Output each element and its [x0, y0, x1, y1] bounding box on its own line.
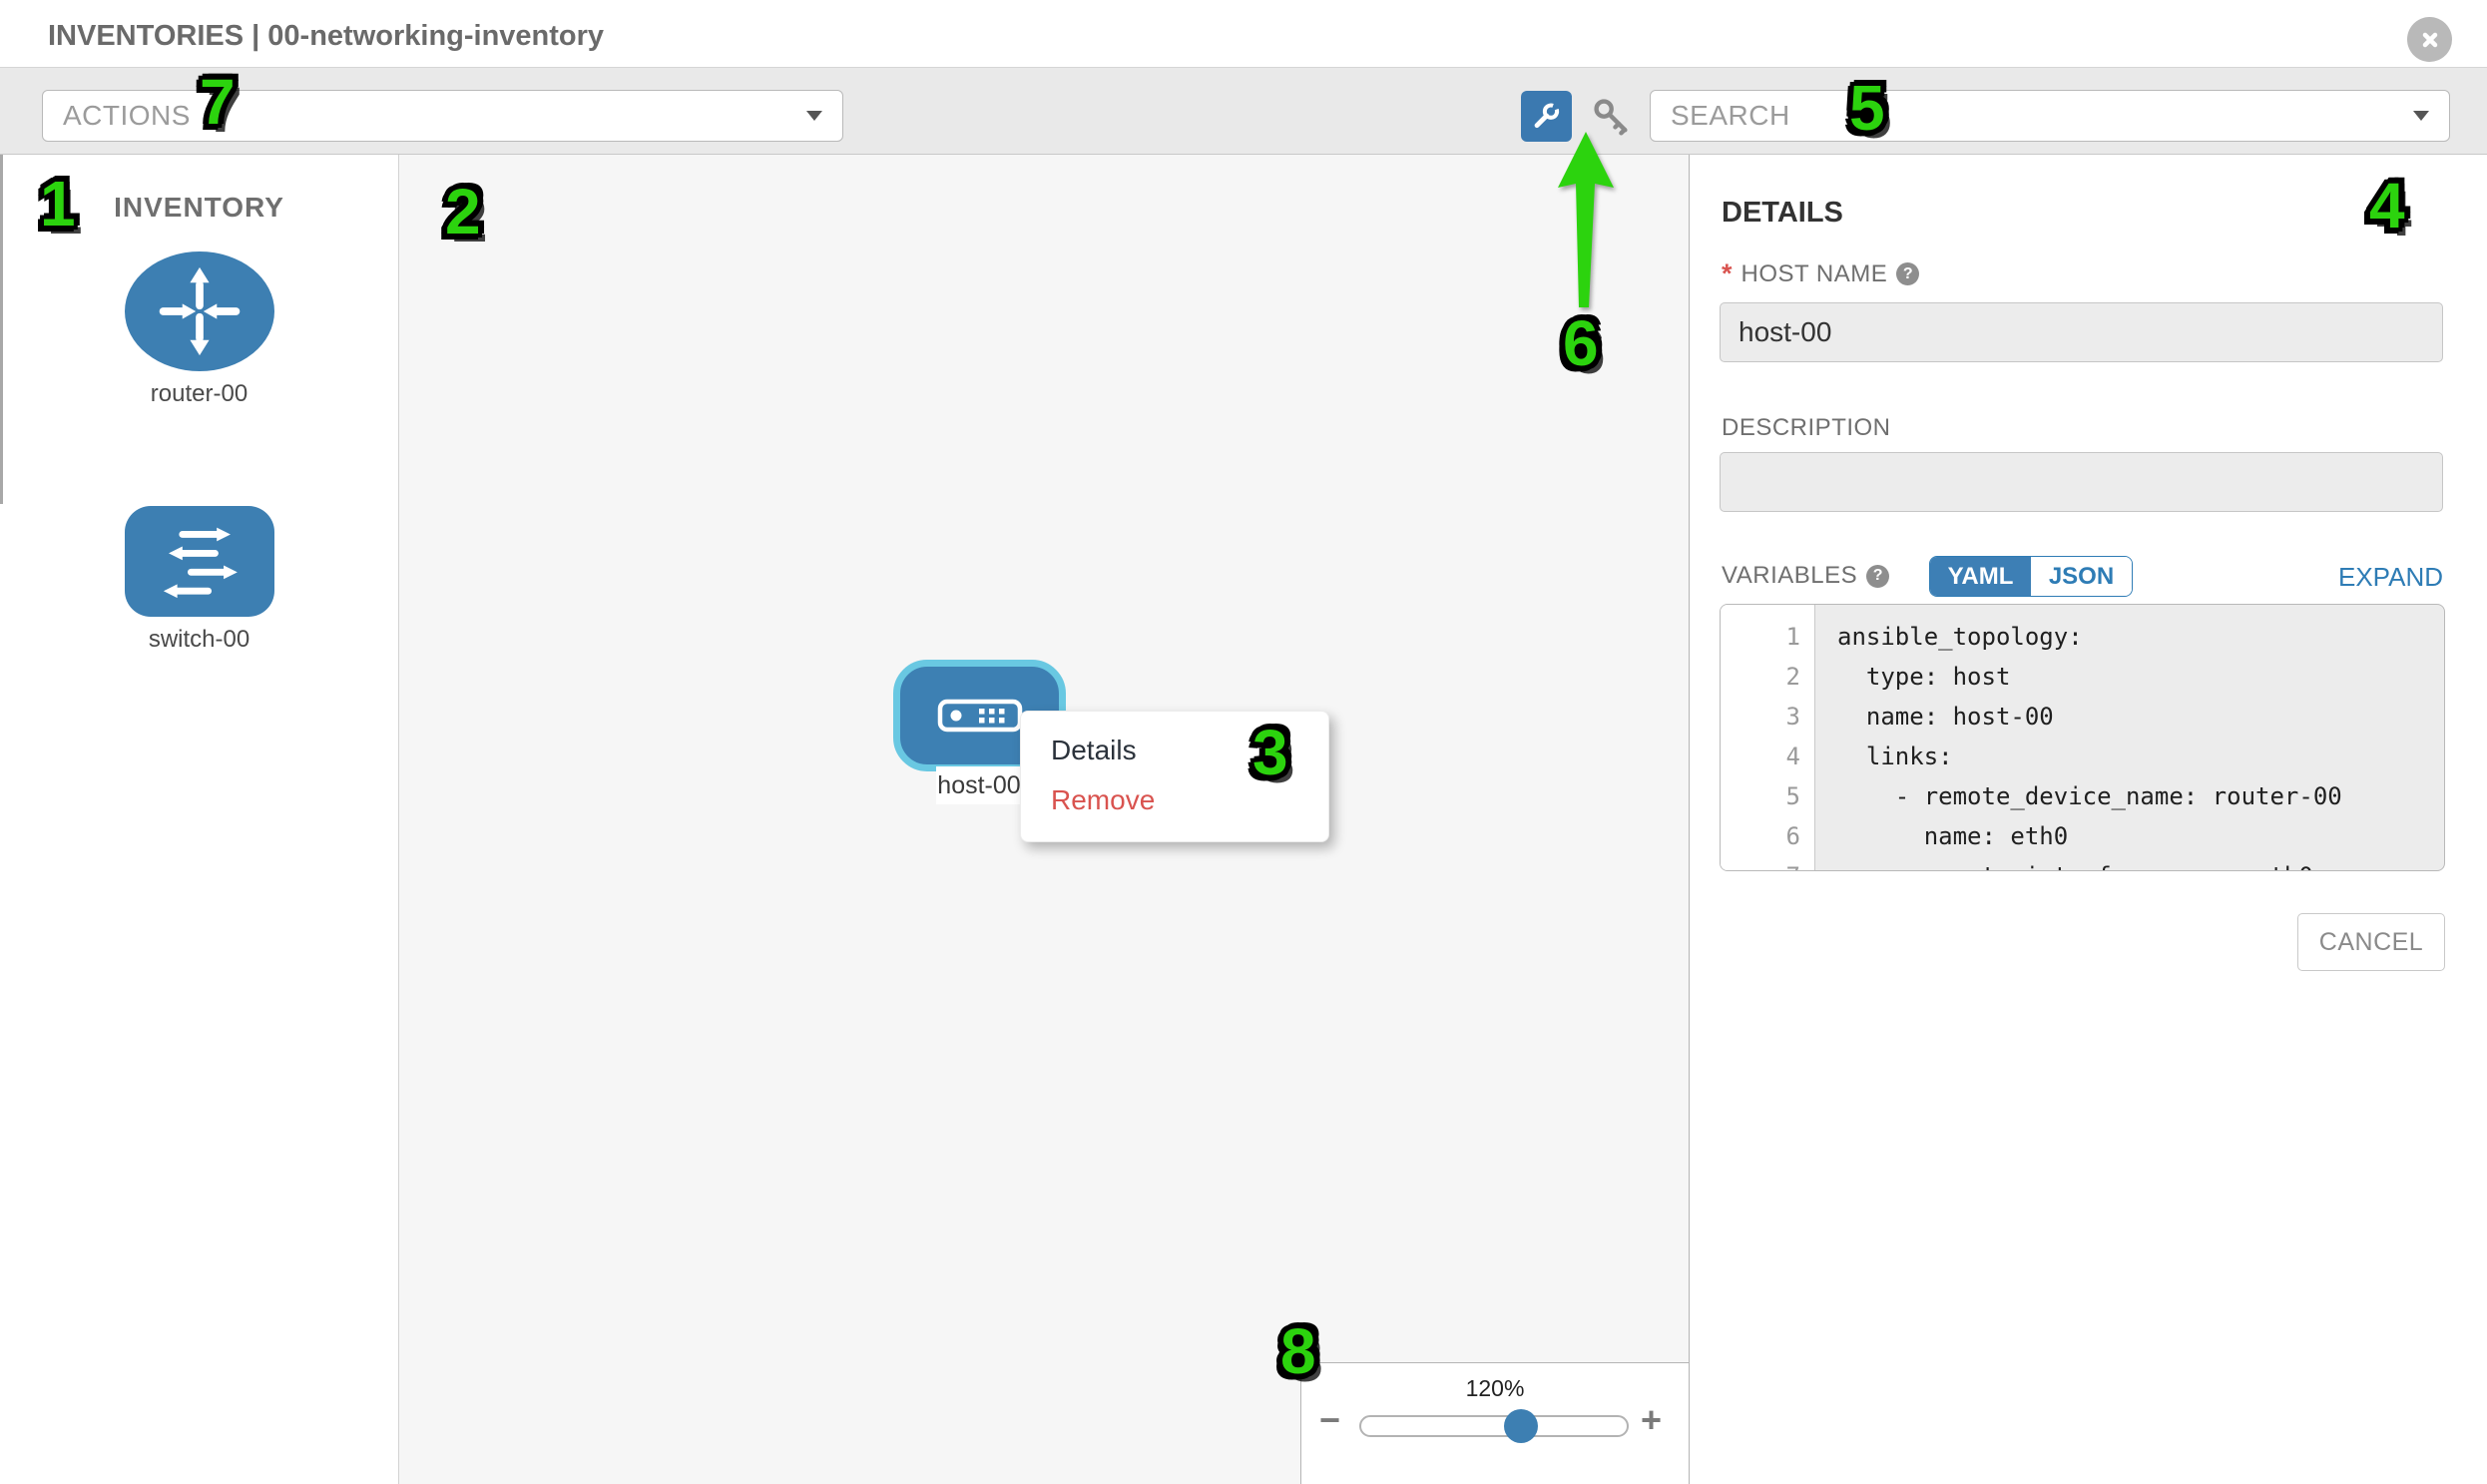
- palette-item-label: switch-00: [148, 626, 250, 653]
- annotation-number-1: 1: [40, 168, 76, 240]
- context-menu-details[interactable]: Details: [1051, 735, 1137, 765]
- host-icon: [937, 699, 1022, 733]
- toolbar: ACTIONS SEARCH: [0, 68, 2487, 155]
- editor-line-number: 1: [1721, 617, 1815, 657]
- key-icon: [1594, 99, 1628, 136]
- header-bar: INVENTORIES | 00-networking-inventory: [0, 0, 2487, 68]
- variables-label-row: VARIABLES ?: [1722, 562, 1890, 590]
- context-menu-remove[interactable]: Remove: [1051, 784, 1156, 815]
- expand-link[interactable]: EXPAND: [2338, 562, 2443, 592]
- editor-line: 6 name: eth0: [1721, 816, 2444, 856]
- editor-line: 4 links:: [1721, 737, 2444, 776]
- annotation-number-8: 8: [1280, 1315, 1316, 1387]
- editor-lines: 1 ansible_topology: 2 type: host 3 name: ho…: [1721, 617, 2444, 870]
- node-context-menu: Details Remove: [1020, 711, 1329, 842]
- editor-line: 1 ansible_topology:: [1721, 617, 2444, 657]
- annotation-number-5: 5: [1849, 72, 1885, 144]
- sidebar-title: INVENTORY: [114, 192, 284, 223]
- editor-line: 7 remote_interface_name: eth0: [1721, 856, 2444, 870]
- actions-dropdown[interactable]: ACTIONS: [42, 90, 843, 142]
- wrench-icon: [1534, 103, 1559, 128]
- zoom-slider-track[interactable]: [1359, 1409, 1629, 1443]
- palette-item-label: router-00: [150, 380, 249, 407]
- palette-item-router[interactable]: [125, 251, 274, 371]
- router-icon: [159, 266, 241, 356]
- annotation-number-6: 6: [1563, 307, 1599, 379]
- inventory-sidebar: INVENTORY router-00: [0, 155, 399, 1484]
- annotation-arrow: [1558, 132, 1614, 307]
- editor-line-text: links:: [1837, 742, 1953, 770]
- editor-line-text: name: host-00: [1837, 703, 2054, 731]
- editor-line-number: 6: [1721, 816, 1815, 856]
- editor-line-text: - remote_device_name: router-00: [1837, 782, 2342, 810]
- zoom-in-button[interactable]: +: [1641, 1399, 1663, 1440]
- json-toggle-button[interactable]: JSON: [2031, 557, 2132, 596]
- details-panel: DETAILS * HOST NAME ? host-00 DESCRIPTIO…: [1690, 155, 2487, 1484]
- annotation-number-3: 3: [1252, 717, 1288, 788]
- close-icon: [2422, 32, 2437, 47]
- page-title: INVENTORIES | 00-networking-inventory: [48, 20, 605, 52]
- zoom-out-button[interactable]: −: [1319, 1399, 1341, 1440]
- host-name-input[interactable]: host-00: [1720, 302, 2443, 362]
- zoom-control: 120% − +: [1300, 1362, 1689, 1484]
- editor-line: 2 type: host: [1721, 657, 2444, 697]
- variables-label: VARIABLES: [1722, 562, 1858, 589]
- editor-line: 3 name: host-00: [1721, 697, 2444, 737]
- tools-button[interactable]: [1521, 91, 1572, 142]
- chevron-down-icon: [806, 111, 822, 121]
- description-label-row: DESCRIPTION: [1722, 414, 1891, 442]
- description-input[interactable]: [1720, 452, 2443, 512]
- description-label: DESCRIPTION: [1722, 414, 1891, 441]
- editor-line-number: 5: [1721, 776, 1815, 816]
- editor-line-text: name: eth0: [1837, 822, 2069, 850]
- annotation-number-7: 7: [200, 66, 236, 138]
- cancel-button[interactable]: CANCEL: [2297, 913, 2445, 971]
- topology-canvas[interactable]: host-00 Details Remove 120% − +: [399, 155, 1690, 1484]
- host-name-label: HOST NAME: [1741, 259, 1888, 287]
- switch-icon: [163, 527, 238, 598]
- actions-dropdown-label: ACTIONS: [63, 100, 191, 131]
- details-title: DETAILS: [1722, 197, 1843, 229]
- annotation-number-2: 2: [445, 176, 481, 247]
- credentials-button[interactable]: [1587, 92, 1637, 142]
- annotation-number-4: 4: [2369, 170, 2405, 242]
- chevron-down-icon: [2413, 111, 2429, 121]
- zoom-level-readout: 120%: [1465, 1375, 1525, 1401]
- editor-line-number: 7: [1721, 856, 1815, 870]
- zoom-slider-thumb[interactable]: [1504, 1409, 1538, 1443]
- palette-item-switch[interactable]: [125, 506, 274, 617]
- editor-line-number: 3: [1721, 697, 1815, 737]
- search-dropdown[interactable]: SEARCH: [1650, 90, 2450, 142]
- help-icon[interactable]: ?: [1896, 262, 1920, 285]
- sidebar-scrollbar[interactable]: [0, 155, 3, 504]
- search-placeholder: SEARCH: [1671, 100, 1790, 131]
- editor-line-text: ansible_topology:: [1837, 623, 2083, 651]
- required-asterisk: *: [1722, 258, 1733, 288]
- host-node-label: host-00: [936, 766, 1022, 804]
- editor-line-text: type: host: [1837, 663, 2011, 691]
- editor-line-number: 4: [1721, 737, 1815, 776]
- host-name-label-row: * HOST NAME ?: [1722, 258, 1920, 289]
- help-icon[interactable]: ?: [1866, 564, 1890, 588]
- variables-editor[interactable]: 1 ansible_topology: 2 type: host 3 name: ho…: [1720, 604, 2445, 871]
- yaml-toggle-button[interactable]: YAML: [1930, 557, 2031, 596]
- editor-line-text: remote_interface_name: eth0: [1815, 856, 2313, 870]
- close-button[interactable]: [2407, 17, 2452, 62]
- editor-line: 5 - remote_device_name: router-00: [1721, 776, 2444, 816]
- variables-format-toggle: YAML JSON: [1929, 556, 2133, 597]
- editor-line-number: 2: [1721, 657, 1815, 697]
